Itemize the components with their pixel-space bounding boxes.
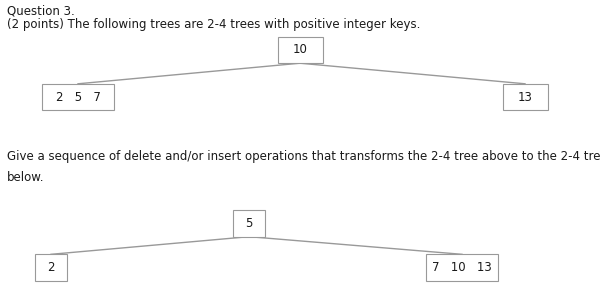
FancyBboxPatch shape [233,210,265,237]
Text: below.: below. [7,171,45,183]
Text: Give a sequence of delete and/or insert operations that transforms the 2-4 tree : Give a sequence of delete and/or insert … [7,150,600,163]
FancyBboxPatch shape [42,84,114,110]
FancyBboxPatch shape [277,37,323,63]
Text: Question 3.: Question 3. [7,4,75,17]
Text: 5: 5 [245,217,253,230]
Text: 2   5   7: 2 5 7 [56,91,100,103]
FancyBboxPatch shape [426,254,498,281]
Text: 7   10   13: 7 10 13 [432,261,492,274]
Text: 10: 10 [293,44,307,56]
Text: (2 points) The following trees are 2-4 trees with positive integer keys.: (2 points) The following trees are 2-4 t… [7,18,421,31]
FancyBboxPatch shape [35,254,67,281]
FancyBboxPatch shape [503,84,548,110]
Text: 2: 2 [47,261,55,274]
Text: 13: 13 [518,91,532,103]
